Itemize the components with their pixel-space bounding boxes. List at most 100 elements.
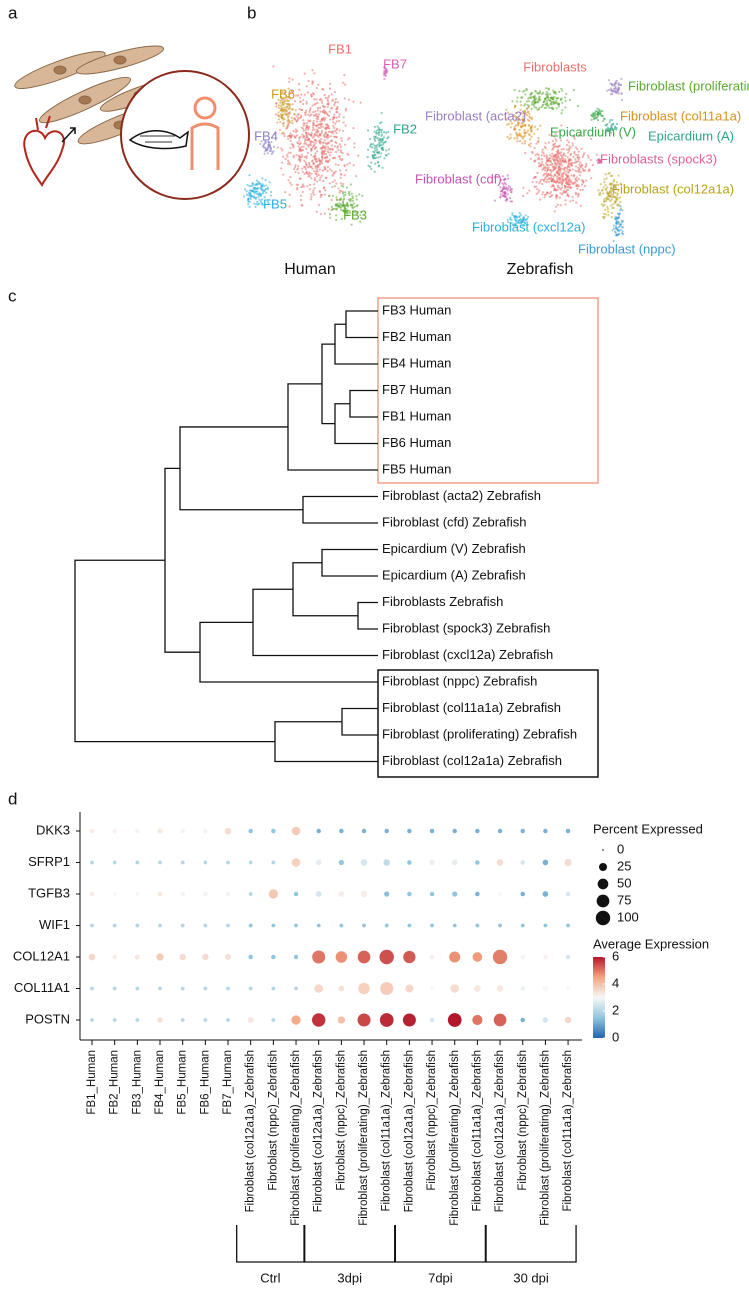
cell-point xyxy=(295,94,298,97)
cell-point xyxy=(319,195,322,199)
leaf-label: FB4 Human xyxy=(382,355,451,370)
cell-point xyxy=(316,118,320,121)
cell-point xyxy=(600,189,604,192)
cell-point xyxy=(616,233,619,237)
cell-point xyxy=(563,161,566,164)
dot xyxy=(294,986,298,991)
cell-point xyxy=(359,214,362,217)
cell-point xyxy=(598,109,601,112)
cell-point xyxy=(283,106,286,109)
cell-point xyxy=(513,88,516,92)
cell-point xyxy=(339,182,343,185)
dot xyxy=(520,923,525,928)
cell-point xyxy=(615,181,618,184)
cell-point xyxy=(321,146,324,149)
cell-point xyxy=(614,218,618,221)
cell-point xyxy=(618,196,622,199)
dot xyxy=(430,923,434,928)
cell-point xyxy=(619,223,622,226)
cell-point xyxy=(606,205,609,208)
cell-point xyxy=(555,158,558,161)
cell-point xyxy=(551,139,554,143)
cell-point xyxy=(563,167,566,170)
cell-point xyxy=(333,90,337,94)
cell-point xyxy=(332,207,335,211)
cell-point xyxy=(590,118,593,121)
cell-point xyxy=(549,190,553,194)
cell-point xyxy=(304,161,307,164)
cell-point xyxy=(289,146,292,150)
bracket xyxy=(485,1225,577,1263)
cell-point xyxy=(606,190,609,193)
cell-point xyxy=(309,148,313,151)
dot xyxy=(543,954,548,960)
dot xyxy=(90,923,94,928)
cell-point xyxy=(540,154,543,157)
cell-point xyxy=(324,167,327,171)
cell-point xyxy=(340,184,343,187)
cell-point xyxy=(503,194,506,198)
cell-point xyxy=(504,199,507,202)
cell-point xyxy=(310,195,313,199)
cell-point xyxy=(568,157,571,161)
cell-point xyxy=(372,143,375,146)
umap-title: Human xyxy=(284,261,336,278)
cell-point xyxy=(319,106,322,110)
cell-point xyxy=(317,204,321,207)
cell-point xyxy=(606,129,610,133)
cell-point xyxy=(513,114,516,117)
cell-point xyxy=(339,173,342,176)
cell-point xyxy=(334,150,338,154)
cell-point xyxy=(307,175,310,178)
cell-point xyxy=(567,147,571,150)
cell-point xyxy=(547,88,550,91)
dot xyxy=(271,954,276,960)
cell-point xyxy=(565,166,569,170)
dot xyxy=(520,891,525,897)
cell-point xyxy=(553,158,556,161)
cell-point xyxy=(547,180,550,183)
cell-point xyxy=(562,148,565,151)
cell-point xyxy=(524,103,527,106)
panel-letter: a xyxy=(8,3,18,22)
cell-point xyxy=(267,140,270,143)
cell-point xyxy=(305,171,308,174)
cell-point xyxy=(582,153,585,157)
dot xyxy=(90,1018,94,1022)
cell-point xyxy=(330,93,333,96)
cell-point xyxy=(575,176,579,179)
cell-point xyxy=(544,165,547,168)
cell-point xyxy=(533,105,536,108)
cell-point xyxy=(516,140,519,143)
cell-point xyxy=(293,135,296,138)
cell-point xyxy=(368,137,372,141)
cell-point xyxy=(608,129,611,132)
cell-point xyxy=(282,98,285,101)
cell-point xyxy=(513,106,516,109)
cell-point xyxy=(256,190,259,193)
dot xyxy=(520,954,525,960)
cell-point xyxy=(314,146,318,149)
cell-point xyxy=(307,145,310,148)
cell-point xyxy=(297,164,300,168)
cell-point xyxy=(555,171,558,175)
cell-point xyxy=(555,139,558,143)
cell-point xyxy=(378,128,381,131)
cell-point xyxy=(536,92,539,95)
cell-point xyxy=(313,98,316,101)
cell-point xyxy=(337,204,341,207)
cell-point xyxy=(314,102,317,105)
cell-point xyxy=(530,135,533,138)
cell-point xyxy=(328,168,332,171)
cell-point xyxy=(333,179,336,182)
cell-point xyxy=(574,165,578,168)
cell-point xyxy=(289,103,292,106)
cell-point xyxy=(564,190,567,194)
dot xyxy=(291,1015,301,1025)
cluster-label: FB4 xyxy=(254,128,278,143)
cell-point xyxy=(259,142,262,146)
cell-point xyxy=(561,179,564,182)
dot xyxy=(247,1017,254,1023)
cell-point xyxy=(302,127,305,130)
cell-point xyxy=(596,119,600,122)
